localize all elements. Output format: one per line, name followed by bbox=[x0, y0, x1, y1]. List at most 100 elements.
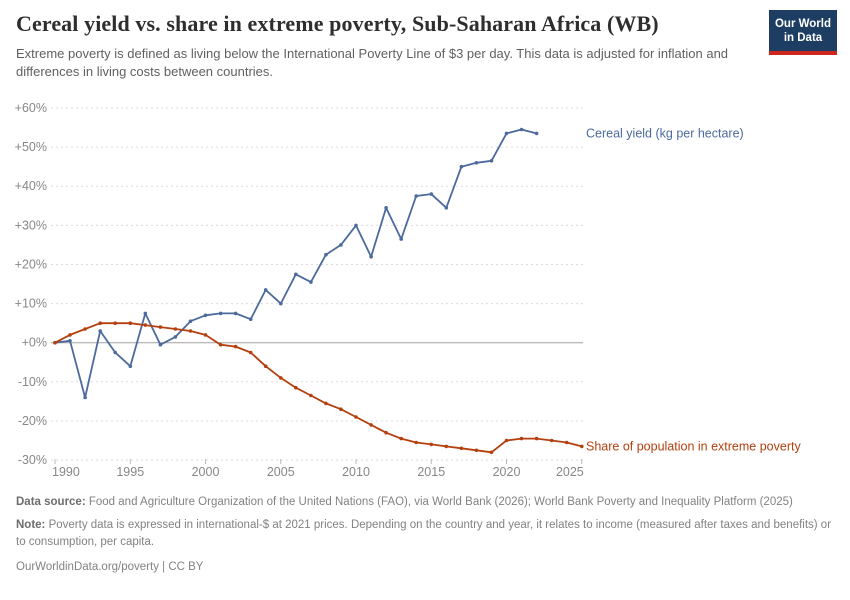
data-point-cereal-yield bbox=[429, 192, 434, 196]
data-source-text: Data source: Food and Agriculture Organi… bbox=[16, 496, 793, 508]
data-point-extreme-poverty bbox=[309, 393, 313, 398]
page-title: Cereal yield vs. share in extreme povert… bbox=[16, 11, 659, 36]
data-point-cereal-yield bbox=[98, 329, 102, 333]
data-point-cereal-yield bbox=[474, 161, 479, 165]
data-point-cereal-yield bbox=[158, 342, 163, 347]
y-axis-tick-label: -30% bbox=[18, 453, 47, 467]
data-point-cereal-yield bbox=[324, 252, 328, 257]
y-axis-tick-label: -20% bbox=[18, 414, 47, 428]
line-extreme-poverty bbox=[54, 322, 583, 454]
y-axis-tick-label: +20% bbox=[15, 257, 47, 271]
data-point-extreme-poverty bbox=[128, 321, 133, 325]
data-point-cereal-yield bbox=[384, 206, 388, 210]
data-point-extreme-poverty bbox=[53, 340, 57, 345]
data-point-extreme-poverty bbox=[173, 327, 178, 331]
data-point-extreme-poverty bbox=[534, 436, 539, 441]
x-axis-tick-label: 2010 bbox=[342, 465, 370, 479]
data-point-cereal-yield bbox=[309, 280, 313, 284]
data-point-extreme-poverty bbox=[354, 415, 358, 419]
data-point-cereal-yield bbox=[279, 301, 283, 306]
data-point-cereal-yield bbox=[128, 364, 133, 369]
data-point-cereal-yield bbox=[294, 272, 298, 277]
data-point-cereal-yield bbox=[248, 317, 253, 321]
data-point-cereal-yield bbox=[399, 237, 404, 241]
data-point-cereal-yield bbox=[459, 164, 464, 169]
y-axis-tick-label: +40% bbox=[15, 179, 47, 193]
data-point-extreme-poverty bbox=[263, 364, 268, 369]
data-point-extreme-poverty bbox=[489, 450, 494, 455]
chart-subtitle: Extreme poverty is defined as living bel… bbox=[16, 46, 729, 79]
owid-logo: Our World in Data bbox=[769, 10, 837, 55]
data-point-extreme-poverty bbox=[339, 407, 343, 412]
chart-canvas: +60% +50% +40% +30% +20% +10% +0% -10% -20% -30% 1… bbox=[15, 101, 802, 479]
x-axis-tick-label: 2000 bbox=[192, 465, 220, 479]
data-point-cereal-yield bbox=[339, 243, 343, 247]
data-point-extreme-poverty bbox=[429, 442, 434, 447]
data-point-cereal-yield bbox=[188, 319, 193, 323]
data-point-extreme-poverty bbox=[399, 436, 404, 441]
data-point-cereal-yield bbox=[534, 131, 539, 136]
data-point-cereal-yield bbox=[233, 311, 238, 316]
data-point-extreme-poverty bbox=[564, 440, 569, 445]
data-point-extreme-poverty bbox=[113, 321, 117, 325]
x-axis-tick-label: 2005 bbox=[267, 465, 295, 479]
data-point-extreme-poverty bbox=[98, 321, 102, 325]
license-link[interactable]: OurWorldinData.org/poverty | CC BY bbox=[16, 561, 204, 573]
y-axis-tick-label: +10% bbox=[15, 297, 47, 311]
data-point-extreme-poverty bbox=[414, 440, 419, 445]
data-point-extreme-poverty bbox=[279, 376, 283, 380]
data-point-cereal-yield bbox=[68, 339, 72, 343]
data-point-cereal-yield bbox=[83, 395, 87, 400]
data-point-cereal-yield bbox=[173, 335, 178, 339]
data-point-cereal-yield bbox=[354, 223, 358, 228]
data-point-extreme-poverty bbox=[549, 438, 554, 443]
y-axis-tick-label: -10% bbox=[18, 375, 47, 389]
chart-footer: Data source: Food and Agriculture Organi… bbox=[16, 494, 834, 582]
x-axis-tick-label: 2025 bbox=[556, 465, 584, 479]
data-point-extreme-poverty bbox=[580, 444, 584, 449]
y-axis-tick-label: +30% bbox=[15, 218, 47, 232]
data-point-extreme-poverty bbox=[474, 448, 479, 453]
data-point-extreme-poverty bbox=[248, 350, 253, 355]
data-point-extreme-poverty bbox=[83, 327, 87, 331]
data-point-cereal-yield bbox=[489, 159, 494, 163]
data-source-label: Data source: bbox=[16, 496, 86, 508]
owid-logo-line2: in Data bbox=[783, 32, 823, 44]
data-point-extreme-poverty bbox=[444, 444, 449, 449]
data-point-extreme-poverty bbox=[188, 329, 193, 333]
x-axis-tick-label: 1990 bbox=[52, 465, 80, 479]
series-label-extreme-poverty: Share of population in extreme poverty bbox=[586, 439, 801, 453]
x-axis-tick-label: 2020 bbox=[493, 465, 521, 479]
data-point-cereal-yield bbox=[203, 313, 208, 318]
line-cereal-yield bbox=[54, 128, 538, 399]
y-axis-tick-label: +0% bbox=[22, 336, 47, 350]
data-point-extreme-poverty bbox=[384, 430, 388, 435]
owid-logo-line1: Our World bbox=[774, 18, 831, 30]
data-point-extreme-poverty bbox=[459, 446, 464, 451]
data-point-extreme-poverty bbox=[369, 423, 373, 427]
data-point-cereal-yield bbox=[519, 127, 524, 132]
data-point-cereal-yield bbox=[143, 311, 148, 316]
data-point-extreme-poverty bbox=[324, 401, 328, 406]
data-point-extreme-poverty bbox=[233, 344, 238, 349]
x-axis-tick-label: 2015 bbox=[417, 465, 445, 479]
data-point-cereal-yield bbox=[369, 254, 373, 259]
data-point-cereal-yield bbox=[444, 206, 449, 210]
data-point-extreme-poverty bbox=[504, 438, 509, 443]
data-point-cereal-yield bbox=[414, 194, 419, 198]
data-point-cereal-yield bbox=[218, 311, 223, 316]
data-point-cereal-yield bbox=[263, 288, 268, 292]
y-axis-tick-label: +60% bbox=[15, 101, 47, 115]
y-axis-tick-label: +50% bbox=[15, 140, 47, 154]
data-point-extreme-poverty bbox=[203, 333, 208, 337]
data-point-extreme-poverty bbox=[68, 333, 72, 337]
data-point-extreme-poverty bbox=[158, 325, 163, 329]
data-point-extreme-poverty bbox=[218, 342, 223, 347]
series-label-cereal-yield: Cereal yield (kg per hectare) bbox=[586, 126, 744, 140]
data-point-extreme-poverty bbox=[143, 323, 148, 327]
data-point-extreme-poverty bbox=[519, 436, 524, 441]
note-label: Note: bbox=[16, 519, 46, 531]
data-point-extreme-poverty bbox=[294, 385, 298, 390]
x-axis-tick-label: 1995 bbox=[116, 465, 144, 479]
